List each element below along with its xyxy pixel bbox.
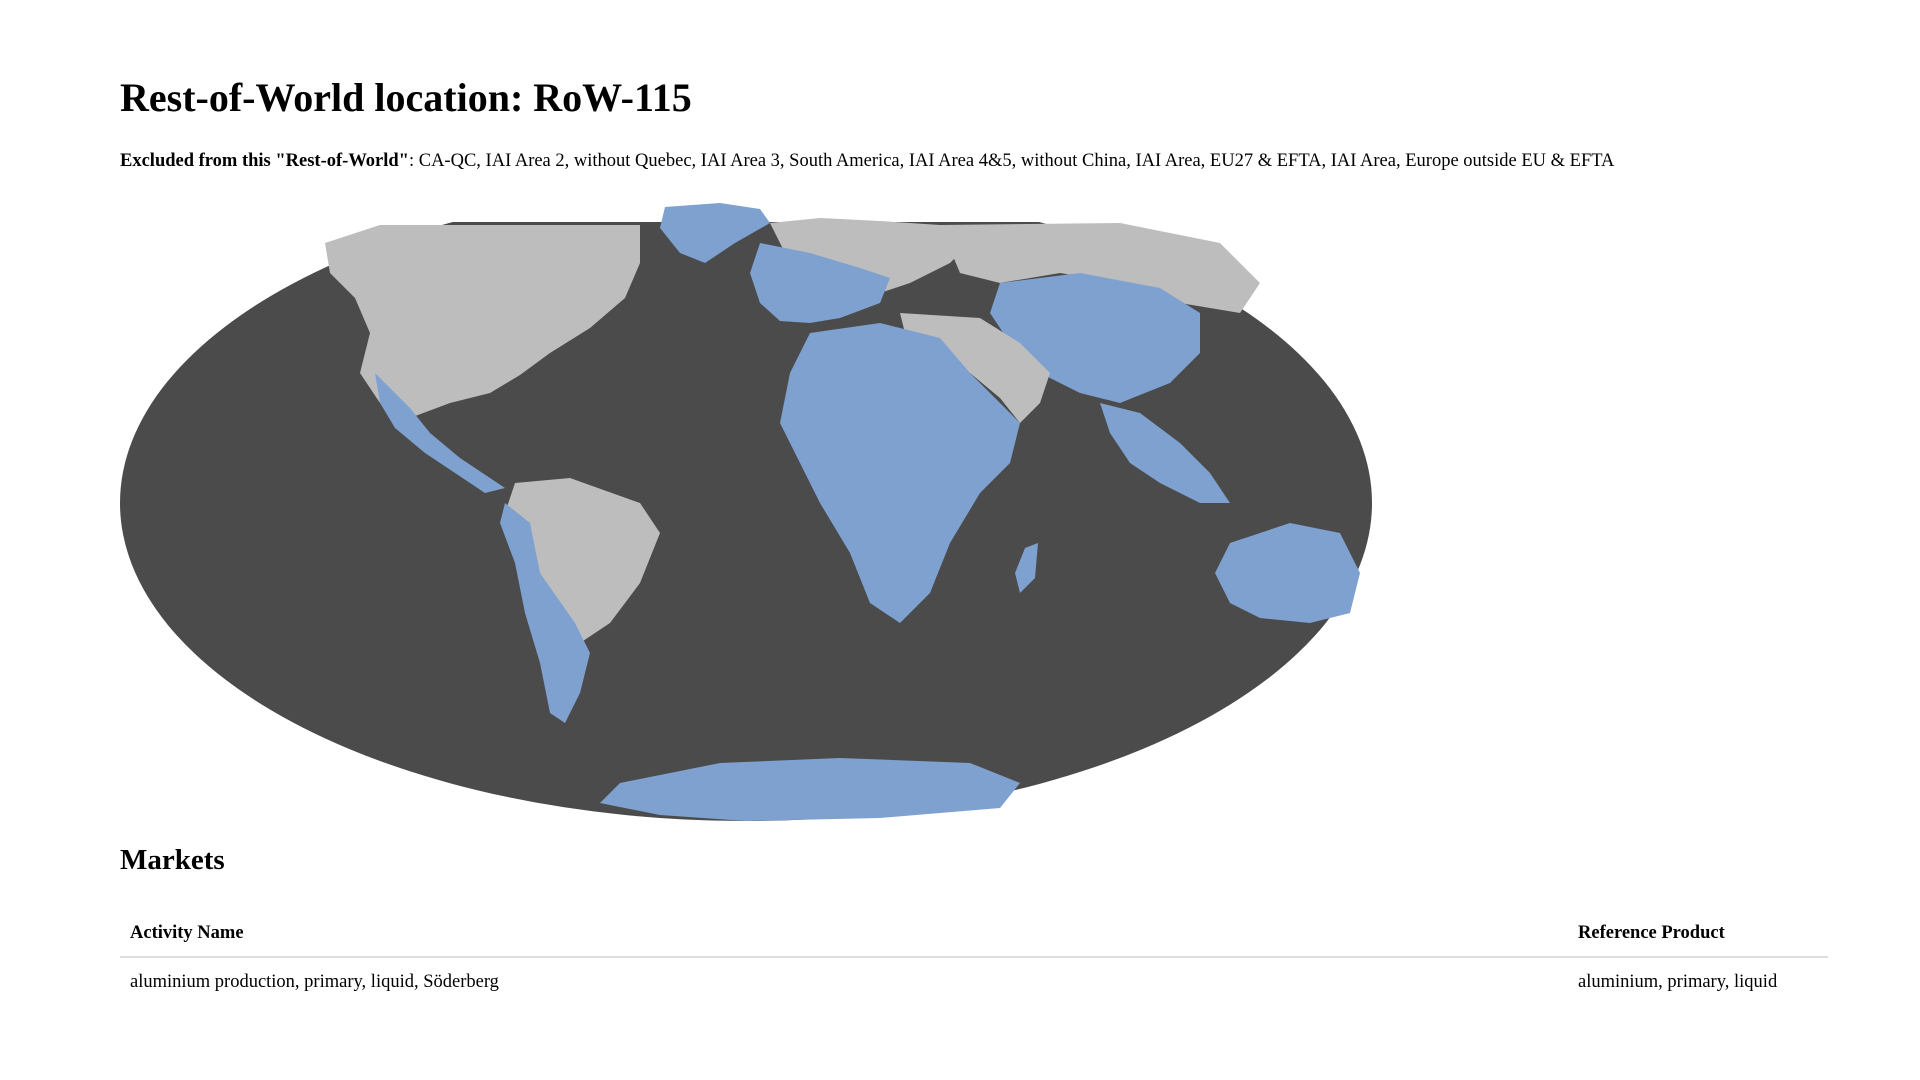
- reference-product-cell[interactable]: aluminium, primary, liquid: [1578, 972, 1778, 992]
- land-south-america: [505, 478, 660, 643]
- table-row[interactable]: aluminium production, primary, liquid, S…: [120, 957, 1828, 1006]
- excluded-separator: :: [408, 151, 419, 171]
- land-north-asia: [940, 223, 1260, 313]
- excluded-list: CA-QC, IAI Area 2, without Quebec, IAI A…: [418, 151, 1615, 171]
- land-greenland: [660, 203, 770, 263]
- land-antarctica: [600, 758, 1020, 821]
- land-southeast-asia: [1100, 403, 1230, 503]
- land-north-america: [325, 225, 640, 418]
- world-map: [120, 203, 1373, 821]
- markets-table: Activity Name Reference Product aluminiu…: [120, 912, 1828, 1006]
- excluded-locations: Excluded from this "Rest-of-World": CA-Q…: [120, 149, 1614, 173]
- column-header-reference-product: Reference Product: [1568, 912, 1828, 958]
- markets-header-row: Activity Name Reference Product: [120, 912, 1828, 958]
- activity-name-cell[interactable]: aluminium production, primary, liquid, S…: [130, 972, 499, 992]
- column-header-activity: Activity Name: [120, 912, 1568, 958]
- excluded-label: Excluded from this "Rest-of-World": [120, 151, 409, 171]
- land-madagascar: [1015, 543, 1038, 593]
- world-map-svg: [120, 203, 1372, 821]
- land-australia: [1215, 523, 1360, 623]
- land-central-america: [375, 373, 505, 493]
- land-south-america-west: [500, 503, 590, 723]
- page-title: Rest-of-World location: RoW-115: [120, 75, 692, 120]
- land-europe: [750, 243, 890, 323]
- land-africa: [780, 323, 1020, 623]
- markets-title: Markets: [120, 844, 225, 876]
